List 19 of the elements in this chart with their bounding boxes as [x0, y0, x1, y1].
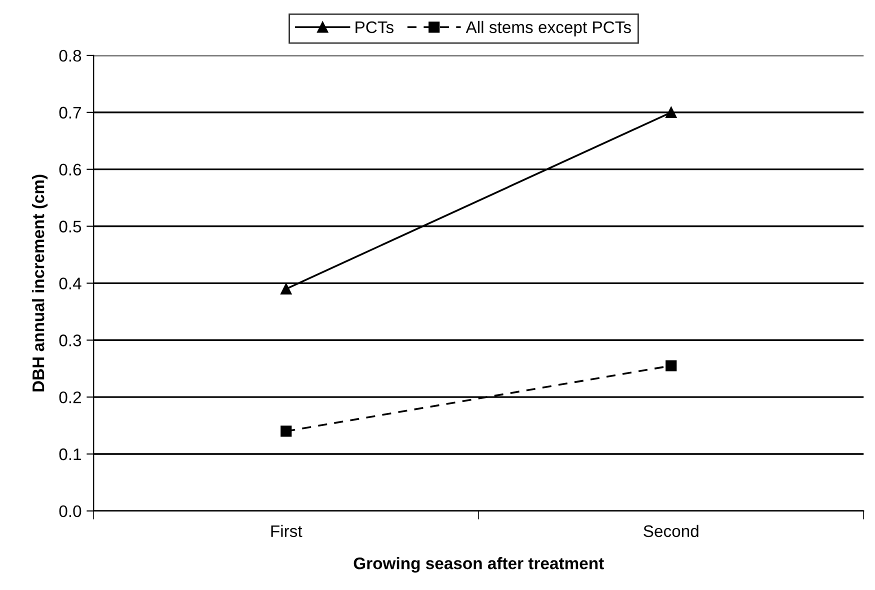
- y-tick-label: 0.8: [59, 50, 82, 62]
- x-tick-label: Second: [644, 524, 698, 538]
- point: [666, 106, 677, 118]
- y-tick-label: 0.1: [59, 448, 82, 460]
- x-axis-title: Growing season after treatment: [354, 557, 604, 573]
- y-tick-label: 0.6: [59, 164, 82, 176]
- y-tick-label: 0.7: [59, 106, 81, 119]
- y-tick-label: 0.2: [59, 391, 81, 404]
- point: [280, 426, 292, 437]
- point: [666, 360, 677, 372]
- point: [280, 283, 292, 294]
- x-tick-label: First: [271, 524, 302, 538]
- y-tick-label: 0.3: [59, 334, 82, 346]
- y-tick-label: 0.5: [59, 220, 82, 232]
- y-tick-label: 0.0: [59, 505, 82, 518]
- y-axis-title: DBH annual increment (cm): [32, 174, 48, 392]
- legend-label: PCTs: [356, 21, 394, 34]
- legend-label: All stems except PCTs: [466, 20, 631, 36]
- y-tick-label: 0.4: [59, 278, 82, 290]
